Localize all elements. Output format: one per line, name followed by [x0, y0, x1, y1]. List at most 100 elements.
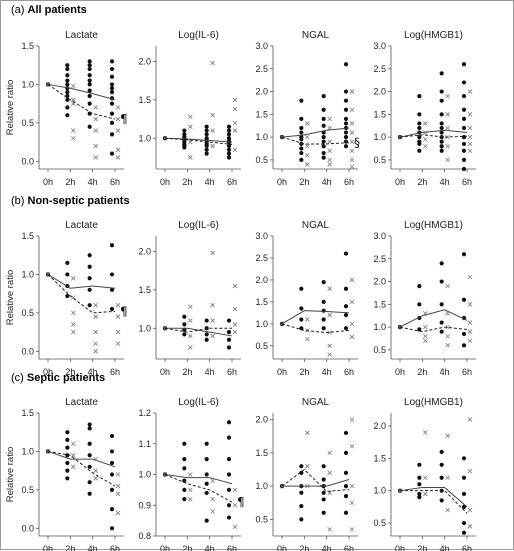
- data-point-dot: [321, 280, 326, 285]
- data-point-dot: [343, 98, 349, 103]
- data-point-cross: [210, 143, 215, 149]
- series-line-dashed: [164, 474, 233, 503]
- data-point-dot: [439, 449, 444, 454]
- x-tick-label: 0h: [395, 544, 405, 551]
- x-tick-label: 2h: [417, 177, 427, 187]
- data-point-dot: [87, 491, 92, 496]
- y-tick-label: 1.5: [373, 299, 386, 309]
- x-tick-label: 6h: [462, 367, 472, 377]
- y-tick-label: 2.0: [138, 56, 151, 66]
- data-point-cross: [423, 324, 428, 330]
- y-tick-label: 0.5: [373, 155, 386, 165]
- x-tick-label: 6h: [462, 177, 472, 187]
- data-point-cross: [305, 134, 310, 140]
- data-point-dot: [182, 487, 187, 492]
- x-tick-label: 6h: [227, 177, 237, 187]
- data-point-cross: [188, 114, 193, 120]
- data-point-cross: [467, 524, 473, 529]
- data-point-cross: [232, 524, 238, 530]
- data-point-cross: [327, 470, 332, 476]
- data-point-cross: [423, 311, 428, 316]
- data-point-dot: [321, 94, 326, 99]
- data-point-cross: [349, 164, 355, 170]
- data-point-dot: [65, 82, 70, 87]
- x-tick-label: 4h: [322, 367, 332, 377]
- y-tick-label: 1.0: [373, 486, 386, 496]
- panel-title: Log(HMGB1): [404, 220, 463, 231]
- data-point-dot: [321, 107, 326, 112]
- x-tick-label: 4h: [440, 177, 450, 187]
- data-point-dot: [226, 151, 232, 156]
- data-point-cross: [349, 277, 355, 283]
- y-tick-label: 0.9: [138, 500, 151, 510]
- data-point-cross: [467, 112, 473, 117]
- data-point-cross: [210, 333, 215, 339]
- data-point-dot: [87, 88, 92, 93]
- y-tick-label: 1.0: [21, 269, 34, 279]
- series-line-dashed: [281, 136, 350, 145]
- data-point-cross: [467, 338, 473, 344]
- data-point-dot: [109, 460, 115, 466]
- data-point-dot: [109, 66, 115, 72]
- panel-title: Log(IL-6): [178, 397, 219, 408]
- data-point-dot: [65, 476, 70, 481]
- data-point-dot: [439, 139, 444, 144]
- y-tick-label: 3.0: [373, 41, 386, 51]
- data-point-dot: [299, 146, 304, 151]
- data-point-cross: [423, 338, 428, 344]
- data-point-dot: [439, 130, 444, 135]
- data-point-cross: [327, 139, 332, 144]
- x-tick-label: 2h: [417, 367, 427, 377]
- data-point-cross: [423, 491, 428, 497]
- panel-c-2: Log(IL-6) 0.8 0.9 1.0 1.1 1.2 0h 2h 4h 6h ¶: [138, 397, 244, 551]
- data-point-dot: [461, 107, 467, 112]
- data-point-dot: [439, 498, 444, 503]
- significance-annotation: ¶: [120, 304, 128, 318]
- significance-annotation: §: [354, 136, 360, 150]
- data-point-cross: [232, 128, 238, 133]
- data-point-cross: [423, 430, 428, 435]
- data-point-dot: [461, 456, 467, 461]
- data-point-cross: [349, 121, 355, 126]
- panel-a-2: Log(IL-6) 1.0 1.5 2.0 0h 2h 4h 6h: [138, 30, 241, 187]
- data-point-dot: [87, 59, 92, 64]
- data-point-cross: [327, 116, 332, 122]
- data-point-dot: [182, 128, 187, 133]
- data-point-cross: [305, 430, 310, 436]
- y-tick-label: 1.5: [138, 95, 151, 105]
- y-tick-label: 1.0: [373, 322, 386, 332]
- data-point-cross: [232, 329, 238, 335]
- data-point-cross: [115, 155, 121, 160]
- data-point-dot: [299, 317, 304, 322]
- y-tick-label: 1.0: [255, 481, 268, 491]
- data-point-cross: [423, 333, 428, 339]
- x-tick-label: 0h: [395, 367, 405, 377]
- series-line-dashed: [164, 137, 233, 145]
- x-tick-label: 4h: [88, 177, 98, 187]
- data-point-cross: [349, 148, 355, 154]
- data-point-cross: [467, 141, 473, 147]
- data-point-dot: [343, 304, 349, 309]
- series-line-solid: [399, 129, 468, 138]
- data-point-dot: [417, 284, 422, 289]
- panel-c-3: NGAL 0.5 1.0 1.5 2.0 0h 2h 4h 6h: [255, 397, 358, 551]
- data-point-dot: [65, 260, 70, 266]
- y-tick-label: 1.0: [138, 323, 151, 333]
- y-tick-label: 2.0: [255, 415, 268, 425]
- data-point-cross: [71, 135, 76, 141]
- series-line-dashed: [47, 274, 116, 314]
- data-point-cross: [115, 314, 121, 320]
- data-point-cross: [279, 134, 285, 140]
- data-point-dot: [417, 141, 422, 147]
- data-point-dot: [65, 453, 70, 458]
- y-tick-label: 0.5: [255, 514, 268, 524]
- data-point-dot: [65, 293, 70, 299]
- data-point-cross: [115, 341, 121, 346]
- data-point-dot: [321, 150, 326, 156]
- x-tick-label: 6h: [344, 177, 354, 187]
- data-point-dot: [439, 71, 444, 76]
- data-point-cross: [327, 162, 332, 167]
- x-tick-label: 0h: [43, 367, 53, 377]
- data-point-cross: [467, 329, 473, 334]
